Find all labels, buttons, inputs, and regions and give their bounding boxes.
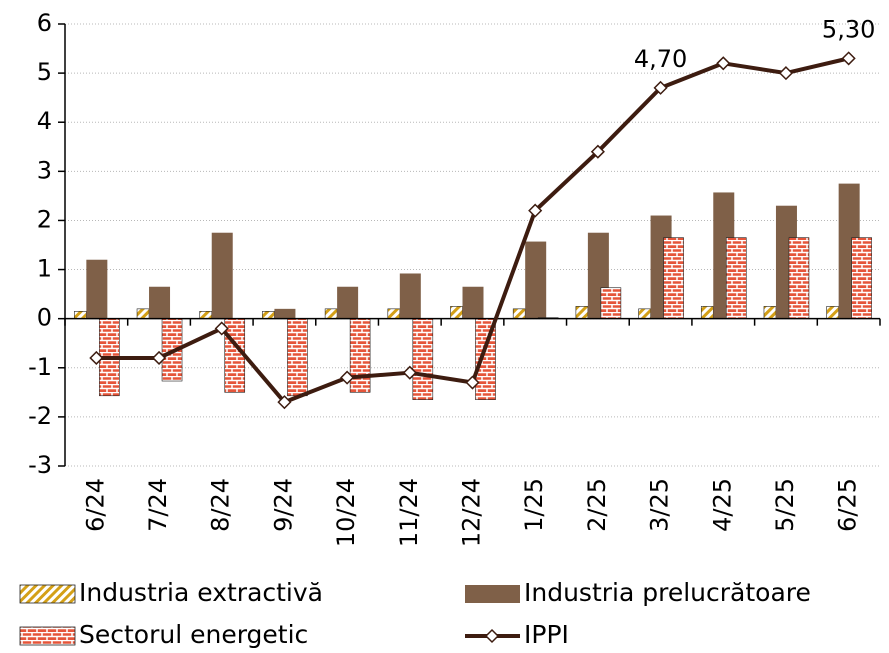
marker <box>590 144 605 159</box>
marker <box>716 56 731 71</box>
bar <box>287 318 308 397</box>
legend-label: Industria extractivă <box>79 578 323 607</box>
y-tick-label: 0 <box>37 304 52 332</box>
y-tick-label: 4 <box>37 107 52 135</box>
line <box>96 56 850 405</box>
bar <box>337 286 359 319</box>
y-tick-label: 5 <box>37 58 52 86</box>
x-tick-label: 7/24 <box>144 478 172 532</box>
bar <box>349 318 371 393</box>
bar <box>725 237 747 319</box>
x-tick-label: 2/25 <box>583 478 611 532</box>
bar <box>851 237 872 319</box>
marker <box>653 80 668 95</box>
y-tick-label: 2 <box>37 205 52 233</box>
bar <box>575 306 589 319</box>
y-tick-label: -1 <box>28 353 52 381</box>
marker <box>151 350 167 366</box>
bar <box>638 308 651 319</box>
legend-swatch <box>465 585 520 603</box>
bar <box>149 286 171 319</box>
marker <box>402 365 417 380</box>
marker <box>340 370 355 385</box>
x-tick-label: 6/25 <box>834 478 862 532</box>
legend-marker <box>484 628 500 644</box>
x-tick-label: 6/24 <box>81 478 109 532</box>
bar <box>324 308 338 319</box>
bar <box>525 241 547 319</box>
bar <box>274 308 296 319</box>
x-tick-label: 10/24 <box>332 478 360 547</box>
x-tick-label: 8/24 <box>207 478 235 532</box>
y-tick-label: 6 <box>37 9 52 37</box>
y-tick-label: -2 <box>28 402 52 430</box>
bar <box>136 308 150 319</box>
x-tick-label: 1/25 <box>520 478 548 532</box>
bar <box>512 308 526 319</box>
bar <box>826 306 839 319</box>
bar <box>211 232 233 319</box>
bar <box>763 306 777 319</box>
bar <box>262 310 275 319</box>
bar <box>663 237 684 319</box>
bar <box>700 306 714 319</box>
marker <box>277 395 292 410</box>
marker <box>778 66 794 81</box>
legend-label: Industria prelucrătoare <box>524 578 811 607</box>
marker <box>89 350 104 366</box>
marker <box>841 51 856 66</box>
x-tick-label: 4/25 <box>708 478 736 532</box>
bar <box>600 287 622 319</box>
bar <box>199 310 213 319</box>
y-tick-label: 1 <box>37 255 52 283</box>
data-label: 5,30 <box>822 15 875 43</box>
x-tick-label: 9/24 <box>269 478 297 532</box>
y-tick-label: -3 <box>28 451 52 479</box>
bar <box>462 286 484 319</box>
x-tick-label: 3/25 <box>646 478 674 532</box>
marker <box>465 375 480 390</box>
x-tick-label: 5/25 <box>771 478 799 532</box>
legend-label: IPPI <box>524 620 569 649</box>
bar <box>387 308 401 319</box>
bar <box>86 259 108 319</box>
x-tick-label: 11/24 <box>395 478 423 547</box>
x-tick-label: 12/24 <box>458 478 486 547</box>
bar <box>399 273 421 319</box>
marker <box>214 321 229 336</box>
data-label: 4,70 <box>634 45 687 73</box>
bar <box>788 237 810 319</box>
legend-label: Sectorul energetic <box>79 620 308 649</box>
bar <box>412 318 434 400</box>
bar <box>224 318 246 393</box>
legend-swatch <box>19 584 76 604</box>
marker <box>528 203 543 218</box>
y-tick-label: 3 <box>37 156 52 184</box>
legend-swatch <box>19 626 76 646</box>
bar <box>450 306 463 319</box>
bar <box>74 310 87 319</box>
